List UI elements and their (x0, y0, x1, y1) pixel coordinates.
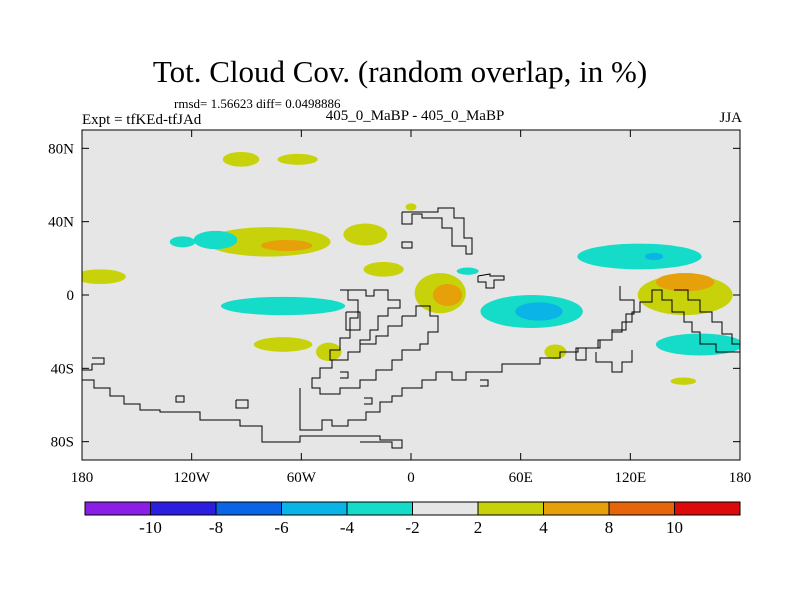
anomaly-region-24 (644, 252, 664, 261)
x-tick-label-0: 180 (71, 470, 94, 486)
anomaly-region-13 (261, 240, 313, 251)
anomaly-region-3 (343, 223, 388, 246)
colorbar-label-4: -2 (405, 518, 419, 537)
colorbar-swatch-5 (412, 501, 479, 516)
x-tick-label-5: 120E (614, 470, 646, 486)
anomaly-region-1 (277, 153, 318, 165)
stats-line: rmsd= 1.56623 diff= 0.0498886 (174, 96, 341, 111)
colorbar-swatch-0 (84, 501, 151, 516)
colorbar-label-0: -10 (139, 518, 162, 537)
plot-background (82, 130, 740, 460)
x-tick-label-4: 60E (509, 470, 533, 486)
colorbar-swatch-1 (150, 501, 217, 516)
colorbar-swatch-6 (477, 501, 544, 516)
anomaly-region-0 (222, 152, 260, 167)
y-tick-label-0: 80N (48, 141, 74, 157)
colorbar-label-5: 2 (474, 518, 483, 537)
x-tick-label-6: 180 (729, 470, 752, 486)
colorbar-label-8: 10 (666, 518, 683, 537)
colorbar-label-1: -8 (209, 518, 223, 537)
y-tick-label-3: 40S (51, 361, 74, 377)
anomaly-region-15 (655, 273, 715, 292)
anomaly-region-14 (432, 284, 463, 306)
case-label: 405_0_MaBP - 405_0_MaBP (325, 108, 505, 124)
colorbar-swatch-3 (281, 501, 348, 516)
anomaly-region-4 (82, 269, 126, 284)
x-tick-label-2: 60W (287, 470, 317, 486)
colorbar-swatch-2 (215, 501, 282, 516)
colorbar-label-2: -6 (274, 518, 288, 537)
x-tick-label-3: 0 (407, 470, 415, 486)
anomaly-region-22 (456, 267, 479, 275)
anomaly-region-10 (544, 344, 567, 360)
y-tick-label-4: 80S (51, 435, 74, 451)
colorbar-swatch-9 (674, 501, 741, 516)
chart-title: Tot. Cloud Cov. (random overlap, in %) (152, 54, 648, 89)
anomaly-region-5 (363, 262, 404, 277)
y-tick-label-2: 0 (67, 288, 75, 304)
colorbar-swatch-7 (543, 501, 610, 516)
anomaly-region-17 (169, 236, 196, 248)
colorbar-swatch-8 (608, 501, 675, 516)
experiment-label: Expt = tfKEd-tfJAd (82, 112, 202, 128)
anomaly-region-20 (577, 243, 702, 270)
anomaly-region-12 (405, 203, 417, 211)
anomaly-region-16 (193, 230, 238, 250)
colorbar-label-6: 4 (539, 518, 548, 537)
colorbar-label-7: 8 (605, 518, 614, 537)
x-tick-label-1: 120W (173, 470, 211, 486)
colorbar-label-3: -4 (340, 518, 355, 537)
y-tick-label-1: 40N (48, 215, 74, 231)
anomaly-region-21 (655, 333, 740, 356)
anomaly-region-8 (253, 337, 313, 352)
colorbar-swatch-4 (346, 501, 413, 516)
season-label: JJA (719, 110, 742, 126)
coastline (82, 207, 740, 449)
anomaly-region-18 (220, 296, 346, 316)
anomaly-region-23 (515, 302, 563, 321)
anomaly-region-11 (670, 377, 697, 385)
anomaly-region-9 (315, 342, 342, 362)
